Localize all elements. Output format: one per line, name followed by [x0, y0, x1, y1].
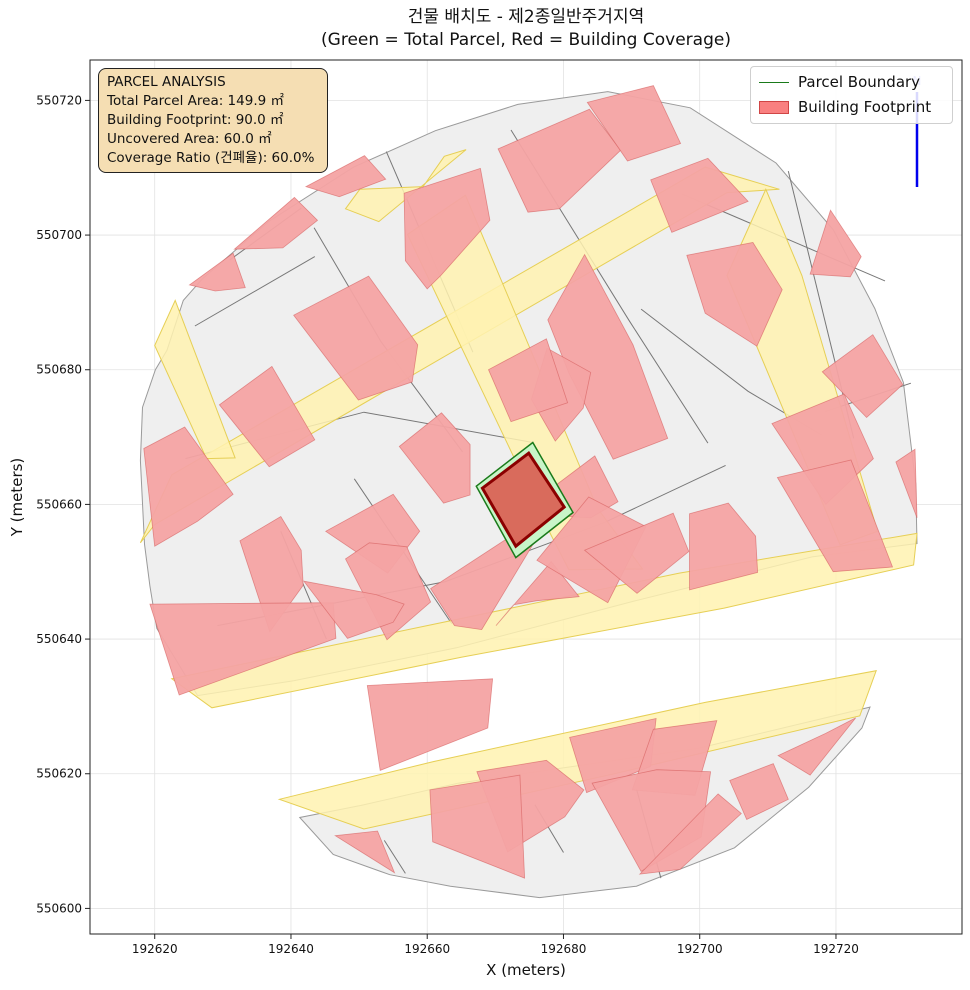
parcel-line	[383, 840, 406, 874]
building-footprint	[583, 512, 690, 594]
x-tick-label: 192720	[813, 942, 859, 956]
building-footprint	[809, 209, 862, 278]
chart-title-line2: (Green = Total Parcel, Red = Building Co…	[321, 30, 731, 50]
legend-line-swatch	[759, 81, 789, 83]
building-footprint	[218, 365, 316, 468]
building-footprint	[729, 763, 789, 821]
y-tick-label: 550600	[36, 901, 82, 915]
y-tick-label: 550700	[36, 228, 82, 242]
y-tick-label: 550640	[36, 632, 82, 646]
x-axis-label: X (meters)	[486, 961, 566, 979]
x-tick-label: 192700	[677, 942, 723, 956]
building-footprint	[487, 338, 569, 423]
y-tick-label: 550720	[36, 93, 82, 107]
parcel-analysis-box: PARCEL ANALYSIS Total Parcel Area: 149.9…	[98, 68, 328, 173]
building-footprint	[366, 678, 494, 771]
building-footprint	[497, 108, 622, 213]
building-footprint	[403, 167, 491, 290]
building-footprint	[293, 275, 419, 401]
building-footprint	[547, 253, 669, 460]
legend-label-building: Building Footprint	[798, 98, 932, 116]
legend-item-parcel: Parcel Boundary	[759, 71, 920, 93]
y-tick-label: 550660	[36, 497, 82, 511]
building-footprint	[233, 196, 319, 250]
building-footprint	[149, 602, 337, 696]
building-footprint	[776, 459, 894, 573]
building-footprint	[430, 535, 535, 631]
chart-title-line1: 건물 배치도 - 제2종일반주거지역	[407, 7, 645, 27]
building-footprint	[495, 560, 580, 626]
building-footprint	[777, 717, 857, 776]
legend-label-parcel: Parcel Boundary	[798, 73, 921, 91]
building-footprint	[304, 155, 387, 198]
x-tick-label: 192660	[404, 942, 450, 956]
info-total-parcel: Total Parcel Area: 149.9 ㎡	[107, 93, 284, 109]
building-footprint	[188, 252, 246, 292]
buildings-layer	[143, 85, 918, 879]
info-building-footprint: Building Footprint: 90.0 ㎡	[107, 112, 284, 128]
building-footprint	[586, 85, 682, 162]
legend: Parcel Boundary Building Footprint	[750, 66, 953, 124]
info-coverage: Coverage Ratio (건폐율): 60.0%	[107, 150, 315, 166]
axes-frame	[89, 59, 963, 935]
ticks-layer: 192620 192640 192660 192680 192700 192720 5506…	[36, 93, 859, 956]
building-footprint	[821, 334, 904, 419]
chart-title: 건물 배치도 - 제2종일반주거지역 (Green = Total Parcel…	[90, 6, 962, 52]
building-footprint	[398, 412, 471, 504]
y-axis-label: Y (meters)	[8, 458, 26, 538]
x-tick-label: 192620	[132, 942, 178, 956]
building-footprint	[689, 502, 759, 591]
y-tick-label: 550680	[36, 363, 82, 377]
info-uncovered: Uncovered Area: 60.0 ㎡	[107, 131, 272, 147]
building-footprint	[143, 426, 234, 547]
legend-patch-swatch	[759, 100, 789, 114]
x-tick-label: 192680	[541, 942, 587, 956]
target-building	[480, 451, 567, 549]
parcel-line	[787, 170, 855, 439]
building-footprint	[895, 448, 918, 519]
building-footprint	[686, 242, 783, 347]
building-footprint	[429, 774, 526, 879]
building-footprint	[302, 580, 405, 639]
building-footprint	[638, 793, 742, 875]
info-heading: PARCEL ANALYSIS	[107, 74, 226, 90]
building-footprint	[334, 830, 396, 874]
legend-item-building: Building Footprint	[759, 96, 931, 118]
target-layer	[475, 441, 574, 559]
parcel-line	[194, 256, 316, 327]
y-tick-label: 550620	[36, 767, 82, 781]
building-footprint	[650, 157, 749, 233]
x-tick-label: 192640	[268, 942, 314, 956]
